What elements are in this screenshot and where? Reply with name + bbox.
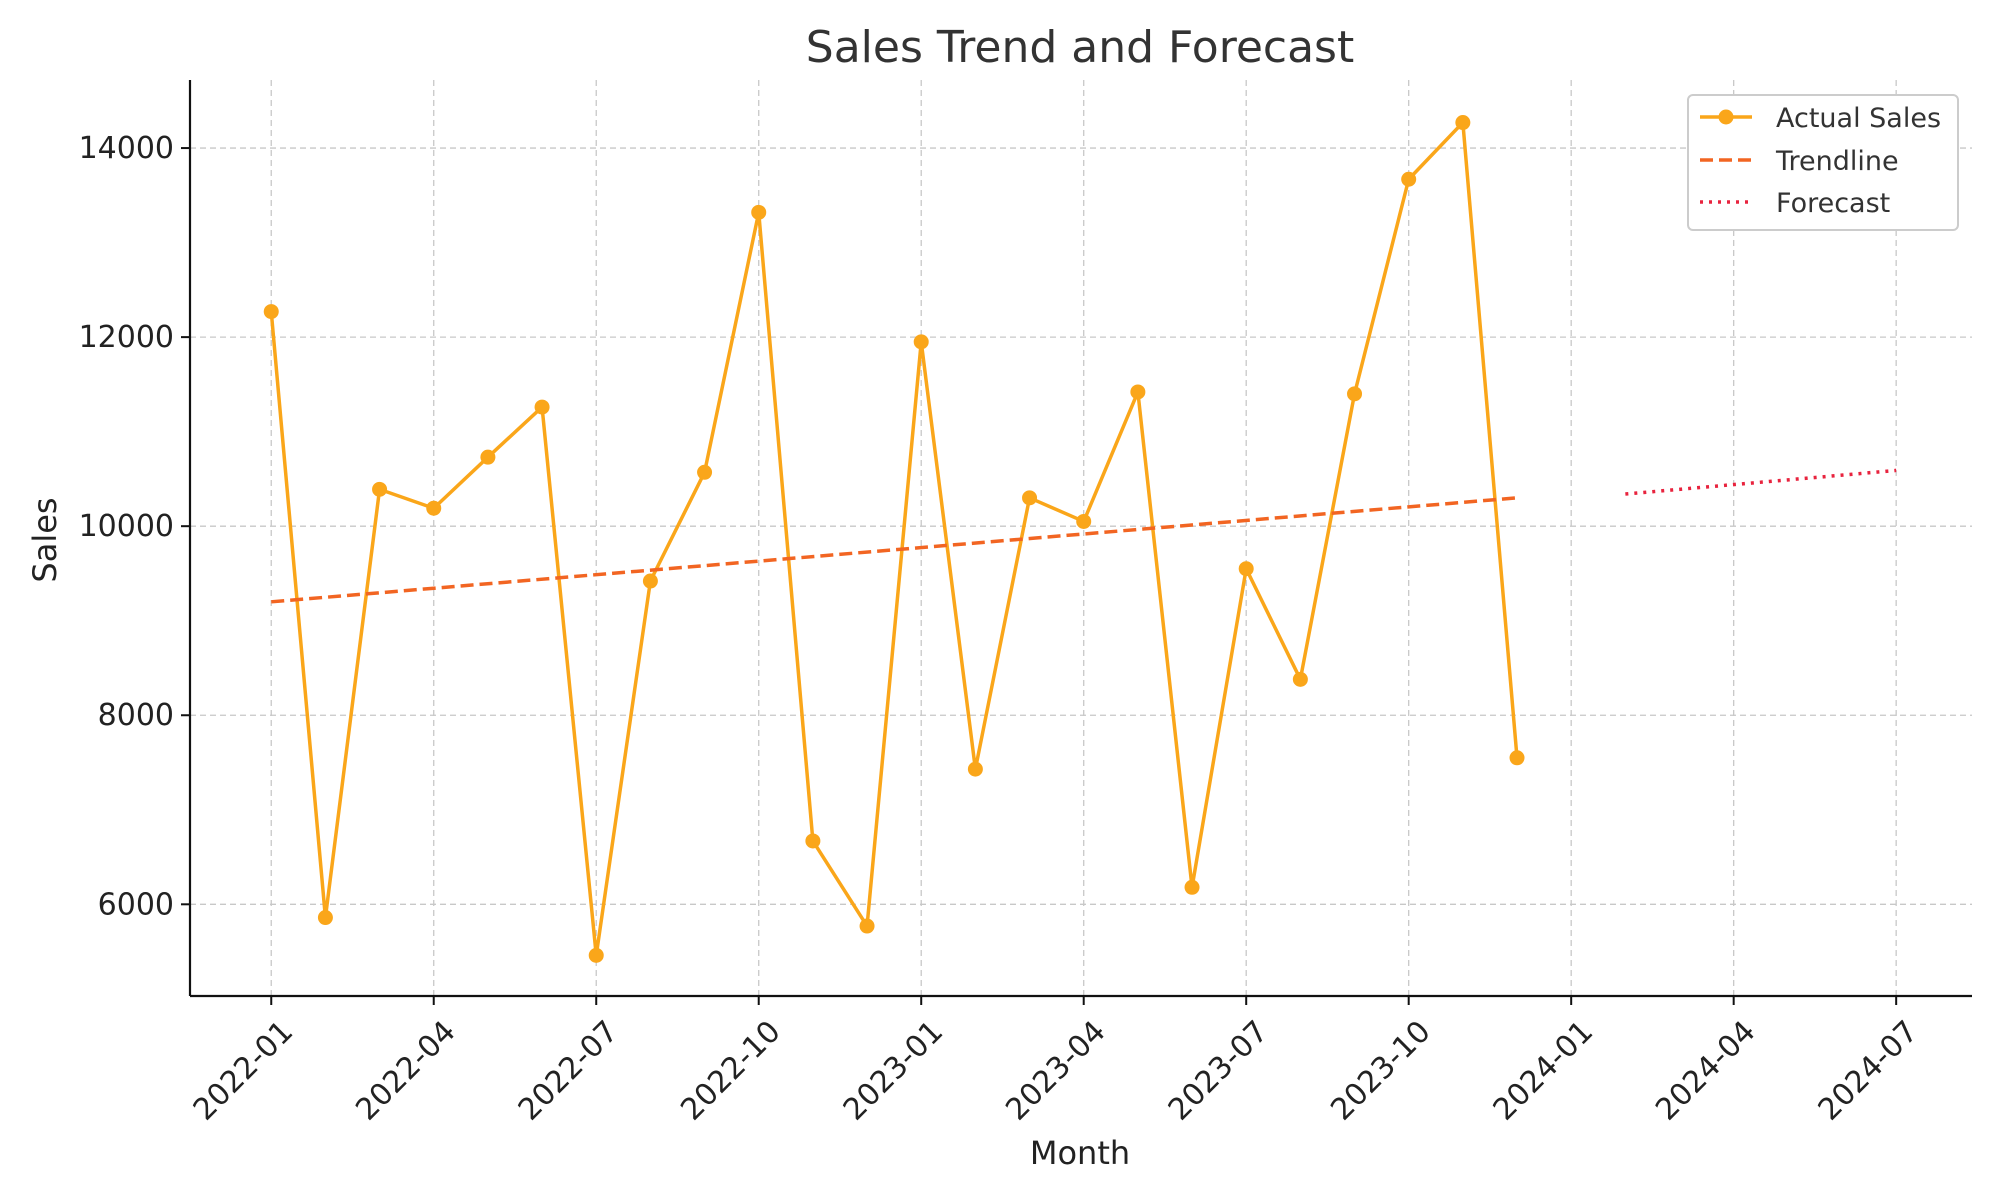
series-line-actual-sales [269, 120, 1519, 958]
x-tick: 2024-01 [1487, 996, 1600, 1128]
data-point-actual-sales [913, 334, 929, 350]
data-point-actual-sales [697, 464, 713, 480]
y-tick-label: 14000 [79, 131, 174, 166]
x-tick: 2022-07 [512, 996, 625, 1128]
data-point-actual-sales [1401, 171, 1417, 187]
data-point-actual-sales [426, 500, 442, 516]
y-tick: 14000 [79, 131, 190, 166]
legend-item-forecast: Forecast [1700, 188, 1890, 219]
legend-label-actual-sales: Actual Sales [1776, 103, 1941, 134]
data-point-actual-sales [372, 481, 388, 497]
x-tick: 2022-10 [674, 996, 788, 1128]
data-point-actual-sales [859, 918, 875, 934]
x-tick-label: 2023-07 [1162, 1014, 1275, 1127]
x-tick-label: 2023-01 [837, 1014, 950, 1127]
x-tick: 2022-01 [187, 996, 300, 1128]
legend-label-trendline: Trendline [1775, 146, 1899, 177]
x-axis-ticks: 2022-01 2022-04 2022-07 2022-10 2023-01 2023-… [187, 996, 1925, 1128]
data-point-actual-sales [1238, 561, 1254, 577]
y-tick-label: 6000 [98, 887, 174, 922]
y-tick: 6000 [98, 887, 190, 922]
data-point-actual-sales [317, 910, 333, 926]
x-tick: 2024-07 [1812, 996, 1925, 1128]
legend: Actual Sales Trendline Forecast [1687, 94, 1959, 231]
y-axis-title: Sales [26, 497, 64, 582]
data-point-actual-sales [263, 304, 279, 320]
legend-box [1687, 94, 1959, 231]
x-tick: 2023-01 [837, 996, 950, 1128]
x-axis-title: Month [1030, 1134, 1130, 1172]
x-tick: 2024-04 [1649, 996, 1763, 1128]
series-layer [263, 115, 1897, 963]
legend-label-forecast: Forecast [1776, 188, 1890, 219]
x-tick: 2023-10 [1324, 996, 1438, 1128]
data-point-actual-sales [1076, 513, 1092, 529]
data-point-actual-sales [805, 833, 821, 849]
y-tick-label: 12000 [79, 320, 174, 355]
chart-title: Sales Trend and Forecast [806, 22, 1354, 73]
x-tick: 2023-07 [1162, 996, 1275, 1128]
x-tick: 2022-04 [349, 996, 463, 1128]
data-point-actual-sales [1509, 750, 1525, 766]
y-tick: 8000 [98, 698, 190, 733]
x-tick-label: 2023-10 [1324, 1014, 1437, 1127]
data-point-actual-sales [642, 573, 658, 589]
data-point-actual-sales [1130, 384, 1146, 400]
data-point-actual-sales [588, 947, 604, 963]
data-point-actual-sales [1292, 671, 1308, 687]
x-tick-label: 2024-04 [1649, 1014, 1762, 1127]
data-point-actual-sales [1455, 115, 1471, 131]
y-tick-label: 10000 [79, 509, 174, 544]
x-tick-label: 2024-01 [1487, 1014, 1600, 1127]
x-tick-label: 2022-04 [349, 1014, 462, 1127]
x-tick-label: 2022-01 [187, 1014, 300, 1127]
data-point-actual-sales [1022, 490, 1038, 506]
x-tick: 2023-04 [999, 996, 1113, 1128]
data-point-actual-sales [480, 449, 496, 465]
data-point-actual-sales [967, 761, 983, 777]
x-tick-label: 2023-04 [999, 1014, 1112, 1127]
x-tick-label: 2022-10 [674, 1014, 787, 1127]
y-tick-label: 8000 [98, 698, 174, 733]
y-tick: 10000 [79, 509, 190, 544]
x-tick-label: 2024-07 [1812, 1014, 1925, 1127]
legend-item-trendline: Trendline [1700, 146, 1899, 177]
data-point-actual-sales [1184, 879, 1200, 895]
data-point-actual-sales [534, 399, 550, 415]
x-tick-label: 2022-07 [512, 1014, 625, 1127]
data-point-actual-sales [751, 204, 767, 220]
series-line-forecast [1625, 468, 1897, 496]
y-tick: 12000 [79, 320, 190, 355]
data-point-actual-sales [1347, 386, 1363, 402]
y-axis-ticks: 6000 8000 10000 12000 14000 [79, 131, 190, 922]
legend-marker-actual-sales [1718, 109, 1734, 125]
legend-item-actual-sales: Actual Sales [1700, 103, 1941, 134]
